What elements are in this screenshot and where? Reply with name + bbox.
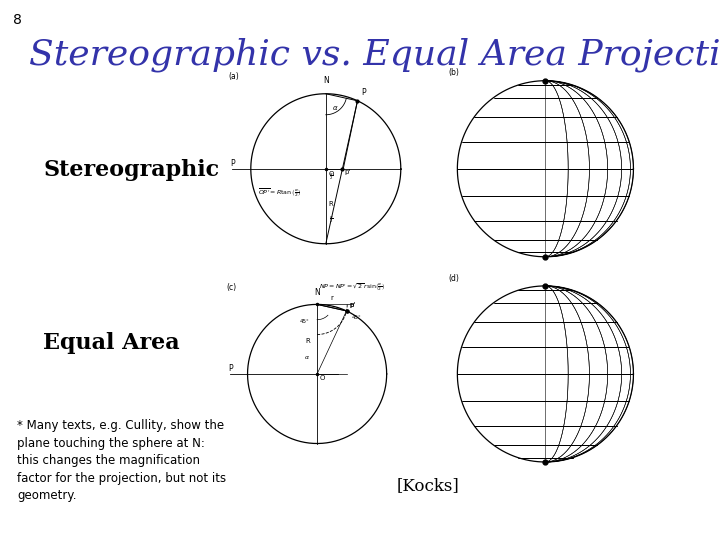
Text: p: p — [349, 302, 354, 308]
Text: (a): (a) — [228, 72, 239, 81]
Text: (b): (b) — [449, 69, 459, 77]
Text: P: P — [228, 364, 233, 373]
Text: P: P — [361, 88, 366, 97]
Text: (c): (c) — [227, 284, 237, 293]
Text: r: r — [330, 294, 333, 301]
Text: 45°: 45° — [352, 315, 362, 320]
Text: Stereographic: Stereographic — [43, 159, 220, 181]
Text: R: R — [328, 201, 333, 207]
Text: 45°: 45° — [300, 319, 310, 324]
Text: O: O — [320, 375, 325, 381]
Text: [Kocks]: [Kocks] — [397, 477, 460, 495]
Text: $\alpha$: $\alpha$ — [331, 104, 338, 112]
Text: R: R — [305, 338, 310, 343]
Text: Stereographic vs. Equal Area Projection: Stereographic vs. Equal Area Projection — [29, 38, 720, 72]
Text: $NP = NP' = \sqrt{2}\,r\sin\!\left(\frac{\alpha}{2}\right)$: $NP = NP' = \sqrt{2}\,r\sin\!\left(\frac… — [319, 282, 385, 293]
Text: $\alpha$: $\alpha$ — [304, 354, 310, 361]
Text: p': p' — [345, 169, 351, 175]
Text: P: P — [230, 159, 235, 168]
Text: $\overline{OP'} = R\tan\left(\frac{\alpha}{2}\right)$: $\overline{OP'} = R\tan\left(\frac{\alph… — [258, 186, 302, 199]
Text: N: N — [314, 288, 320, 298]
Text: $\frac{\alpha}{2}$: $\frac{\alpha}{2}$ — [329, 171, 333, 181]
Text: Equal Area: Equal Area — [43, 332, 180, 354]
Text: $\frac{\alpha}{2}$: $\frac{\alpha}{2}$ — [329, 214, 333, 225]
Text: p': p' — [349, 302, 356, 308]
Text: * Many texts, e.g. Cullity, show the
plane touching the sphere at N:
this change: * Many texts, e.g. Cullity, show the pla… — [17, 420, 227, 502]
Text: O: O — [329, 171, 334, 177]
Text: 8: 8 — [13, 14, 22, 28]
Text: N: N — [323, 76, 328, 85]
Text: (d): (d) — [449, 274, 459, 282]
